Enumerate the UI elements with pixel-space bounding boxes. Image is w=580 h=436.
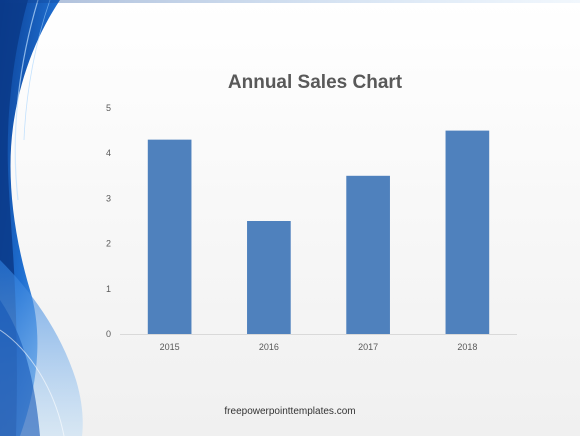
bar-2017 [346,175,390,334]
y-tick-label: 5 [106,103,111,113]
x-tick-label: 2017 [358,342,378,352]
x-tick-label: 2015 [160,342,180,352]
bar-2018 [445,130,490,334]
y-tick-label: 3 [106,193,111,203]
y-tick-label: 0 [106,329,111,339]
footer-url: freepowerpointtemplates.com [224,406,356,417]
x-tick-label: 2018 [457,342,477,352]
chart-title: Annual Sales Chart [227,72,403,93]
bar-2015 [147,139,192,334]
x-tick-label: 2016 [259,342,279,352]
y-tick-label: 2 [106,239,111,249]
bar-2016 [247,221,291,334]
y-tick-label: 4 [106,148,111,158]
y-tick-label: 1 [106,284,111,294]
